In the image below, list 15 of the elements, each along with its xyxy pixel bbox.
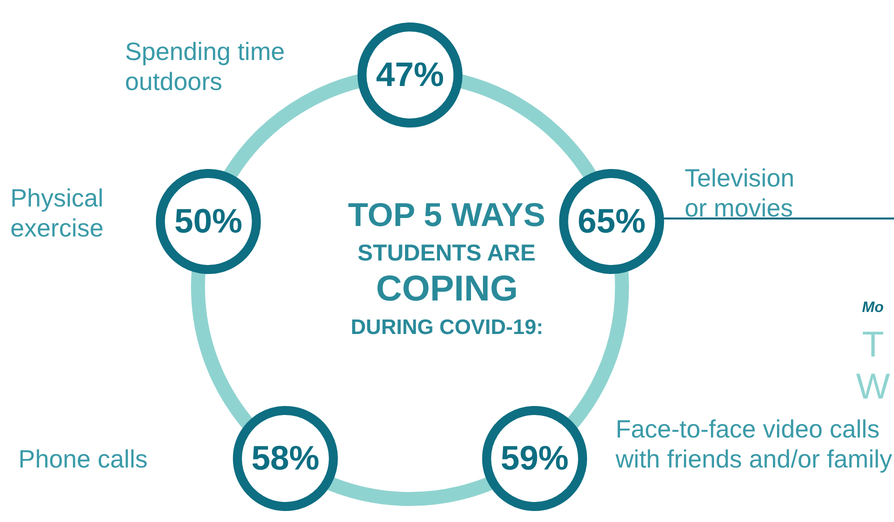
text: Mo [862,299,884,316]
data-label: 59% [500,440,569,478]
data-label: 58% [251,440,320,478]
data-label: 65% [578,202,646,240]
text: W [856,366,890,406]
category-label: Physical exercise [10,184,110,242]
category-label: Television or movies [684,164,802,222]
category-label: Spending time outdoors [125,38,292,96]
text: T [862,324,884,364]
text: STUDENTS ARE COPING DURING COVID-19: [350,240,544,339]
category-label: Face-to-face video calls with friends and/or family [614,416,893,474]
data-label: 47% [376,56,444,94]
category-label: Phone calls [18,446,148,474]
text: TOP 5 WAYS [348,196,546,233]
data-label: 50% [174,202,242,240]
